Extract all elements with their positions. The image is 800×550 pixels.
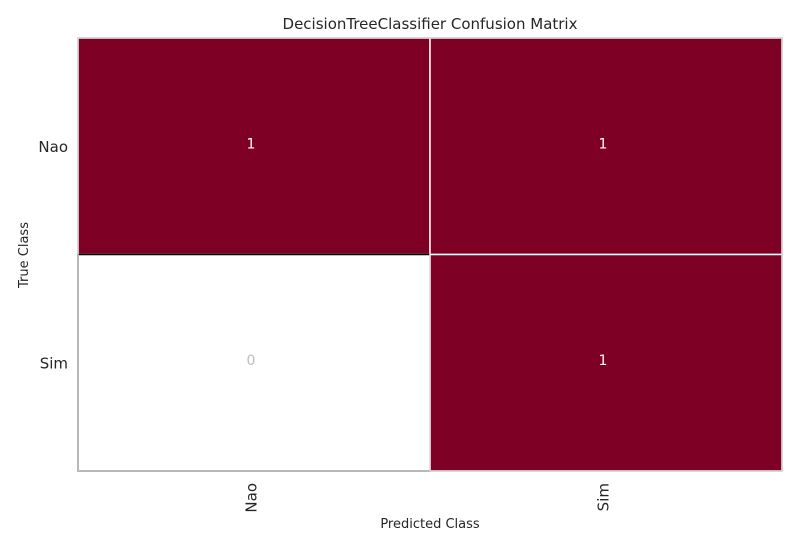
heatmap-cell xyxy=(77,253,431,472)
y-axis-label: True Class xyxy=(17,222,32,289)
cell-value-label: 0 xyxy=(247,353,256,369)
plot-frame xyxy=(77,37,783,472)
heatmap-cell xyxy=(429,253,783,472)
x-tick-labels: Nao Sim xyxy=(243,483,613,513)
x-axis-label: Predicted Class xyxy=(380,517,480,532)
y-tick-label: Nao xyxy=(38,138,68,156)
y-tick-label: Sim xyxy=(40,354,68,372)
cell-value-label: 1 xyxy=(599,136,608,152)
chart-title: DecisionTreeClassifier Confusion Matrix xyxy=(283,15,578,33)
heatmap-cells xyxy=(77,37,783,472)
cell-value-label: 1 xyxy=(599,353,608,369)
x-tick-label: Sim xyxy=(595,483,613,511)
heatmap-cell xyxy=(77,37,431,256)
y-tick-labels: Nao Sim xyxy=(38,138,68,373)
heatmap-cell xyxy=(429,37,783,256)
x-tick-label: Nao xyxy=(243,483,261,513)
cell-value-label: 1 xyxy=(247,136,256,152)
heatmap-cell-labels: 1 1 0 1 xyxy=(247,136,608,369)
